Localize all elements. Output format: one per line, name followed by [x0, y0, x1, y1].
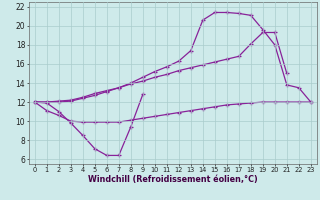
X-axis label: Windchill (Refroidissement éolien,°C): Windchill (Refroidissement éolien,°C) [88, 175, 258, 184]
